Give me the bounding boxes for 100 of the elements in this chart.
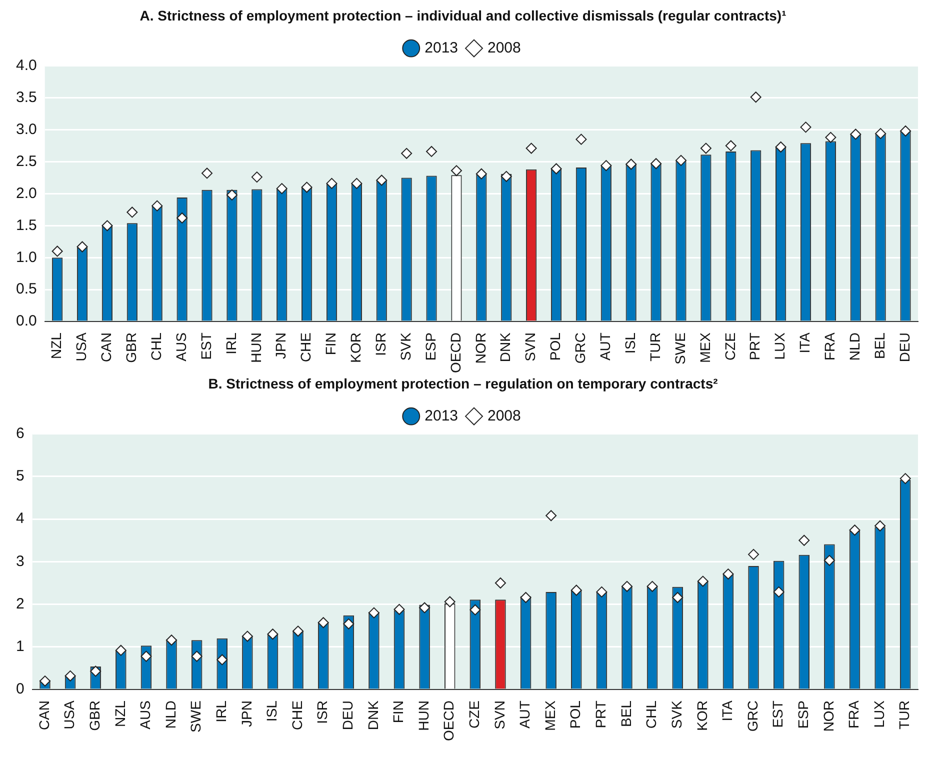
point — [798, 534, 810, 546]
point — [626, 158, 637, 170]
x-tick-label: ESP — [794, 700, 811, 729]
point — [216, 654, 228, 666]
y-tick-label: 1.0 — [16, 248, 37, 266]
x-tick-label: MEX — [696, 332, 713, 363]
point — [725, 140, 736, 152]
x-tick-label: NLD — [846, 332, 862, 361]
y-tick-label: 0.0 — [16, 312, 37, 330]
chart-title: B. Strictness of employment protection – regulation on temporary contracts² — [208, 375, 718, 392]
point — [166, 634, 178, 646]
y-tick-label: 0 — [16, 680, 24, 698]
point — [401, 148, 412, 159]
y-tick-label: 1.5 — [16, 216, 37, 234]
x-tick-label: JPN — [272, 332, 289, 360]
x-tick-label: BEL — [871, 332, 888, 360]
point — [700, 142, 712, 154]
x-tick-label: ISL — [264, 700, 280, 722]
x-tick-label: ISR — [314, 700, 330, 724]
x-tick-label: JPN — [238, 700, 254, 728]
y-tick-label: 6 — [16, 424, 24, 442]
legend-label: 2008 — [488, 407, 521, 424]
point — [476, 168, 487, 180]
point — [650, 158, 662, 170]
x-tick-label: EST — [198, 332, 214, 360]
point — [140, 650, 152, 662]
x-tick-label: DNK — [364, 700, 381, 730]
point — [570, 584, 582, 596]
x-tick-label: GRC — [744, 700, 760, 732]
legend-label: 2013 — [424, 39, 458, 56]
x-tick-label: CZE — [722, 332, 738, 361]
point — [76, 241, 88, 252]
x-tick-label: CHL — [148, 332, 164, 361]
point — [875, 128, 886, 140]
x-tick-label: SVN — [522, 332, 538, 362]
point — [697, 576, 708, 587]
y-tick-label: 0.5 — [16, 280, 37, 298]
chart-title: A. Strictness of employment protection – individual and collective dismissals (regular contracts)¹ — [140, 7, 787, 24]
point — [526, 142, 537, 154]
legend-label: 2008 — [488, 39, 521, 56]
x-tick-label: AUT — [516, 700, 533, 729]
x-tick-label: CAN — [98, 332, 114, 362]
x-tick-label: PRT — [746, 332, 763, 360]
x-tick-label: KOR — [348, 332, 364, 363]
x-tick-label: POL — [547, 332, 564, 361]
point — [419, 602, 430, 614]
point — [470, 604, 481, 616]
y-tick-label: 4 — [16, 510, 24, 528]
point — [394, 604, 405, 615]
x-tick-label: ESP — [422, 332, 438, 361]
y-tick-label: 2.0 — [16, 184, 37, 202]
point — [596, 586, 608, 598]
point — [546, 510, 557, 522]
x-tick-label: CHE — [298, 332, 314, 362]
x-tick-label: FIN — [322, 332, 339, 356]
x-tick-label: NLD — [162, 700, 178, 729]
x-tick-label: SWE — [672, 332, 688, 364]
x-tick-label: TUR — [646, 332, 663, 362]
x-tick-label: PRT — [592, 700, 609, 728]
legend-label: 2013 — [424, 407, 458, 424]
point — [646, 580, 658, 592]
x-tick-label: OECD — [440, 700, 457, 742]
x-tick-label: EST — [770, 700, 786, 728]
x-tick-label: GBR — [123, 332, 140, 363]
point — [520, 592, 532, 603]
x-tick-label: FIN — [390, 700, 406, 724]
x-tick-label: DEU — [896, 332, 912, 362]
x-tick-label: USA — [61, 700, 78, 730]
point — [176, 212, 188, 224]
point — [126, 206, 138, 218]
x-tick-label: FRA — [846, 700, 862, 729]
point — [800, 122, 812, 133]
point — [450, 165, 462, 176]
x-tick-label: DNK — [497, 332, 514, 362]
x-tick-label: CAN — [36, 700, 52, 730]
x-tick-label: NOR — [820, 700, 836, 732]
point — [226, 189, 238, 200]
point — [850, 128, 862, 140]
point — [676, 154, 687, 166]
point — [267, 628, 278, 640]
point — [351, 178, 362, 189]
x-tick-label: IRL — [222, 332, 239, 354]
point — [775, 142, 786, 152]
point — [292, 626, 304, 637]
x-tick-label: HUN — [415, 700, 432, 731]
point — [825, 132, 836, 143]
x-tick-label: AUS — [137, 700, 154, 730]
point — [500, 170, 512, 182]
x-tick-label: MEX — [542, 700, 558, 731]
x-tick-label: USA — [73, 332, 90, 362]
y-tick-label: 2 — [16, 595, 24, 612]
x-tick-label: NZL — [48, 332, 64, 360]
point — [622, 580, 632, 592]
point — [824, 554, 835, 566]
x-tick-label: CHE — [288, 700, 305, 730]
x-tick-label: DEU — [340, 700, 356, 730]
point — [750, 92, 762, 103]
point — [39, 676, 50, 687]
point — [242, 630, 253, 642]
point — [251, 172, 262, 183]
